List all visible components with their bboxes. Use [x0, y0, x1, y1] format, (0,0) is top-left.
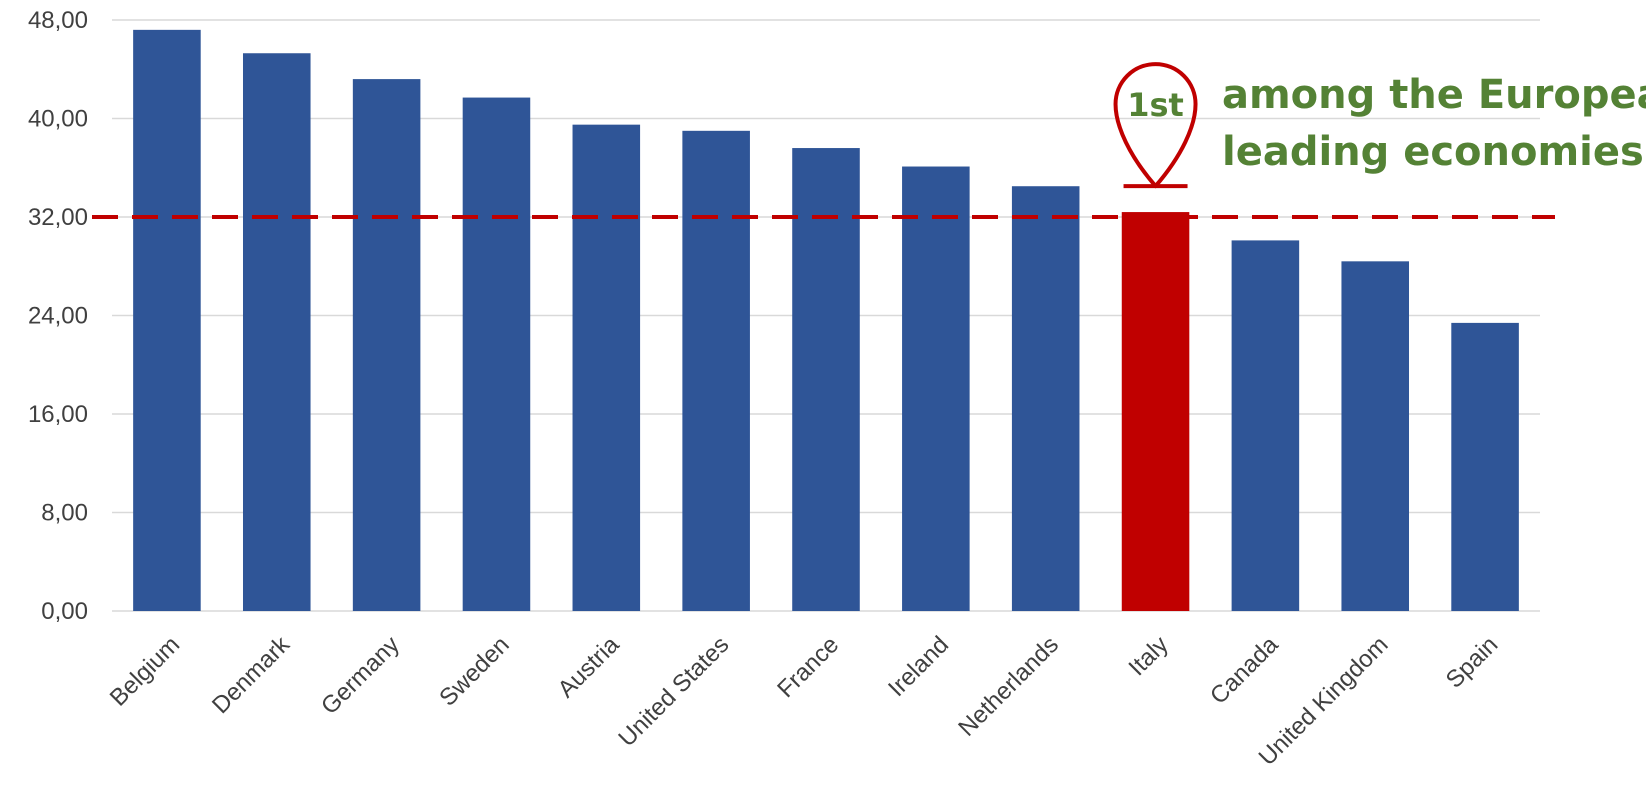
- x-axis-ticks: Belgium Denmark Germany Sweden AustriaUnited…: [105, 630, 1504, 771]
- bar-denmark: [242, 53, 311, 611]
- x-tick-label: Netherlands: [953, 631, 1064, 742]
- x-tick-label: Canada: [1205, 631, 1284, 710]
- rank-callout: 1st: [1113, 62, 1198, 189]
- bar-italy: [1121, 212, 1190, 611]
- y-tick-label: 8,00: [41, 500, 88, 527]
- map-pin-icon: [1113, 62, 1198, 189]
- x-tick-label: Denmark: [207, 630, 296, 719]
- y-tick-label: 32,00: [28, 204, 88, 231]
- x-tick-label: Ireland: [883, 631, 954, 702]
- y-tick-label: 24,00: [28, 303, 88, 330]
- y-tick-label: 48,00: [28, 7, 88, 34]
- bar-sweden: [462, 97, 531, 612]
- bars: [133, 29, 1519, 612]
- annotation-line-2: leading economies: [1222, 129, 1644, 175]
- bar-spain: [1451, 322, 1519, 611]
- bar-united-kingdom: [1341, 261, 1410, 611]
- bar-netherlands: [1011, 186, 1080, 611]
- bar-belgium: [133, 29, 201, 612]
- annotation-line-1: among the European: [1222, 72, 1646, 118]
- bar-canada: [1231, 240, 1300, 612]
- x-tick-label: Spain: [1441, 631, 1504, 694]
- bar-austria: [572, 124, 641, 611]
- bar-united-states: [682, 130, 750, 611]
- y-axis-ticks: 0,00 8,00 16,00 24,00 32,00 40,00 48,00: [28, 7, 88, 625]
- rank-label: 1st: [1127, 86, 1184, 124]
- y-tick-label: 0,00: [41, 598, 88, 625]
- x-tick-label: Italy: [1124, 631, 1174, 681]
- bar-france: [792, 148, 860, 612]
- y-tick-label: 40,00: [28, 106, 88, 133]
- x-tick-label: Sweden: [434, 631, 514, 711]
- x-tick-label: United States: [613, 631, 734, 752]
- x-tick-label: Belgium: [105, 631, 185, 711]
- x-tick-label: France: [772, 631, 844, 703]
- x-tick-label: Germany: [316, 631, 405, 720]
- bar-ireland: [902, 166, 970, 612]
- bar-germany: [352, 79, 421, 612]
- y-tick-label: 16,00: [28, 401, 88, 428]
- x-tick-label: Austria: [553, 631, 625, 703]
